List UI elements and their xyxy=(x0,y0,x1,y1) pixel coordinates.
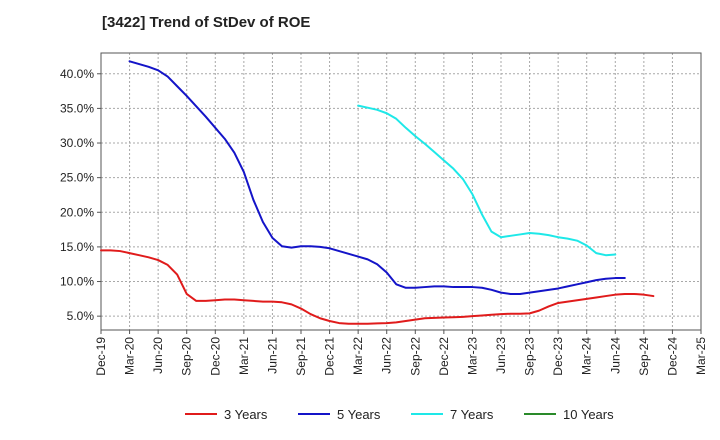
y-tick-label: 10.0% xyxy=(60,275,94,289)
x-tick-label: Dec-22 xyxy=(437,337,451,376)
x-tick-label: Mar-20 xyxy=(123,337,137,375)
x-tick-label: Jun-21 xyxy=(265,337,279,374)
plot-border xyxy=(100,52,702,331)
legend-label: 5 Years xyxy=(337,407,381,422)
legend-item-5-years[interactable]: 5 Years xyxy=(298,407,381,422)
x-tick-label: Jun-20 xyxy=(151,337,165,374)
x-tick-label: Jun-24 xyxy=(608,337,622,374)
x-tick-label: Dec-24 xyxy=(665,337,679,376)
series-line-5-years xyxy=(128,60,626,295)
x-tick-label: Mar-24 xyxy=(580,337,594,375)
legend-label: 10 Years xyxy=(563,407,614,422)
x-tick-label: Dec-20 xyxy=(208,337,222,376)
x-tick-label: Sep-20 xyxy=(180,337,194,376)
series-line-3-years xyxy=(100,249,655,325)
x-tick-label: Dec-19 xyxy=(94,337,108,376)
x-tick-label: Mar-25 xyxy=(694,337,708,375)
series-lines xyxy=(100,60,655,325)
legend[interactable]: 3 Years 5 Years 7 Years 10 Years xyxy=(185,407,614,422)
grid xyxy=(100,53,702,330)
x-tick-label: Sep-24 xyxy=(637,337,651,376)
y-tick-label: 5.0% xyxy=(67,309,95,323)
y-tick-label: 20.0% xyxy=(60,205,94,219)
legend-item-7-years[interactable]: 7 Years xyxy=(411,407,494,422)
legend-item-10-years[interactable]: 10 Years xyxy=(524,407,614,422)
y-axis-ticks: 5.0% 10.0% 15.0% 20.0% 25.0% 30.0% 35.0% 40.0% xyxy=(60,67,101,323)
legend-label: 7 Years xyxy=(450,407,494,422)
x-tick-label: Sep-21 xyxy=(294,337,308,376)
legend-label: 3 Years xyxy=(224,407,268,422)
y-tick-label: 30.0% xyxy=(60,136,94,150)
x-tick-label: Jun-23 xyxy=(494,337,508,374)
y-tick-label: 25.0% xyxy=(60,171,94,185)
x-tick-label: Dec-23 xyxy=(551,337,565,376)
x-axis-ticks: Dec-19 Mar-20 Jun-20 Sep-20 Dec-20 Mar-21 Jun-… xyxy=(94,330,708,376)
chart-title: [3422] Trend of StDev of ROE xyxy=(102,14,311,31)
x-tick-label: Mar-21 xyxy=(237,337,251,375)
legend-item-3-years[interactable]: 3 Years xyxy=(185,407,268,422)
y-tick-label: 40.0% xyxy=(60,67,94,81)
x-tick-label: Mar-22 xyxy=(351,337,365,375)
x-tick-label: Sep-22 xyxy=(408,337,422,376)
x-tick-label: Sep-23 xyxy=(523,337,537,376)
y-tick-label: 35.0% xyxy=(60,101,94,115)
series-line-7-years xyxy=(357,104,617,257)
x-tick-label: Dec-21 xyxy=(323,337,337,376)
y-tick-label: 15.0% xyxy=(60,240,94,254)
x-tick-label: Jun-22 xyxy=(380,337,394,374)
plot-frame xyxy=(100,52,702,331)
x-tick-label: Mar-23 xyxy=(465,337,479,375)
